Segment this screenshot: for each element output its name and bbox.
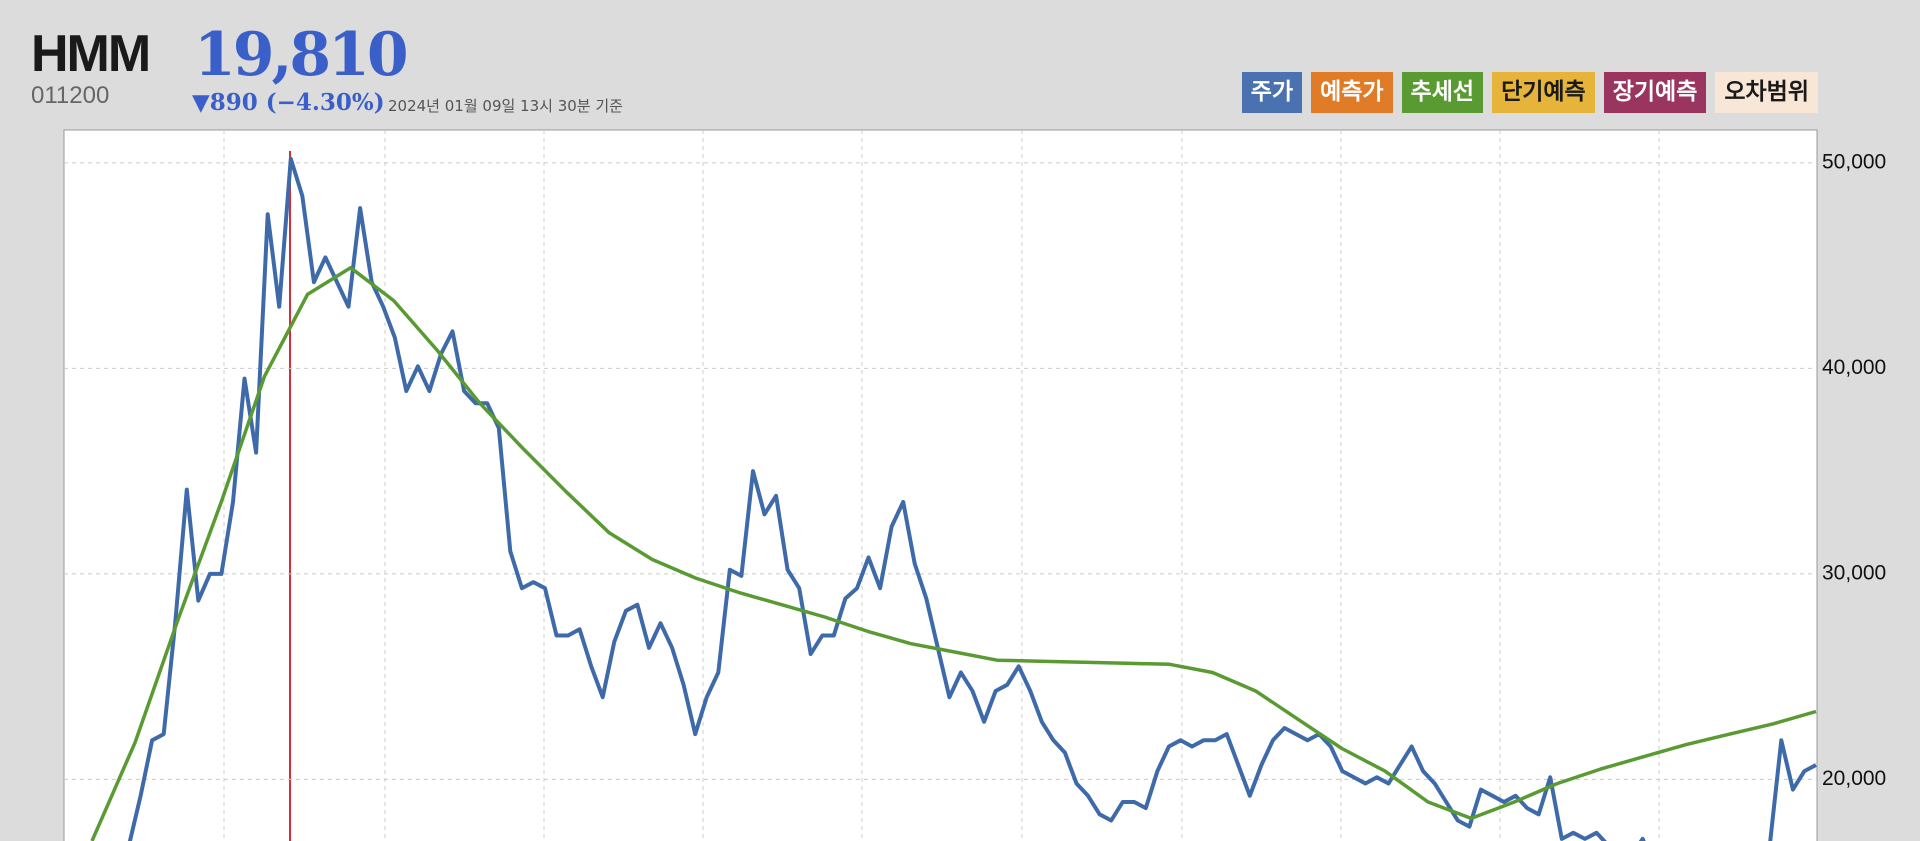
legend-item[interactable]: 주가 [1241, 72, 1303, 113]
stock-price: 19,810 [194, 20, 409, 90]
timestamp: 2024년 01월 09일 13시 30분 기준 [388, 97, 623, 115]
stock-name: HMM [31, 25, 151, 83]
legend-item[interactable]: 예측가 [1311, 72, 1393, 113]
legend-item[interactable]: 장기예측 [1603, 72, 1707, 113]
y-tick-label: 40,000 [1822, 356, 1886, 379]
y-tick-label: 50,000 [1822, 150, 1886, 173]
series-line [90, 265, 1817, 841]
legend-item[interactable]: 단기예측 [1492, 72, 1595, 113]
legend-item[interactable]: 오차범위 [1715, 72, 1818, 113]
plot-area [63, 129, 1818, 841]
vertical-grid [223, 130, 1660, 841]
legend-item[interactable]: 추세선 [1401, 72, 1484, 113]
series-line [127, 156, 1817, 841]
price-change: ▼890 (−4.30%) [192, 89, 385, 116]
y-tick-label: 20,000 [1822, 767, 1886, 790]
legend: 주가 예측가 추세선 단기예측 장기예측 오차범위 [1241, 72, 1818, 113]
series-group [90, 156, 1817, 841]
stock-code: 011200 [31, 82, 110, 109]
y-tick-label: 30,000 [1822, 561, 1886, 584]
